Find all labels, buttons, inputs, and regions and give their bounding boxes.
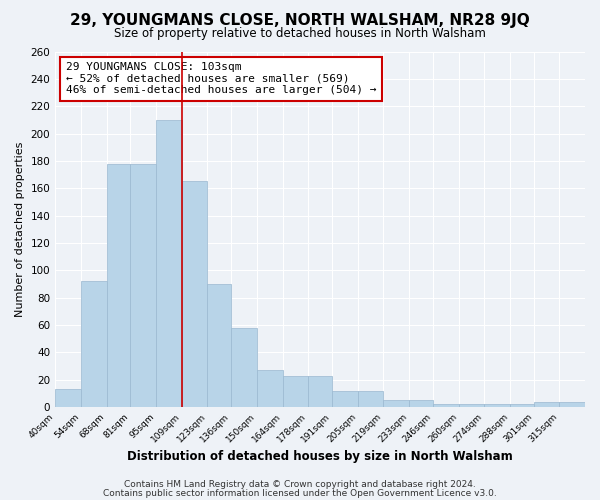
Bar [182, 182, 208, 407]
Bar [332, 390, 358, 407]
Text: Contains HM Land Registry data © Crown copyright and database right 2024.: Contains HM Land Registry data © Crown c… [124, 480, 476, 489]
Bar [559, 402, 585, 407]
Text: Size of property relative to detached houses in North Walsham: Size of property relative to detached ho… [114, 28, 486, 40]
Text: 29, YOUNGMANS CLOSE, NORTH WALSHAM, NR28 9JQ: 29, YOUNGMANS CLOSE, NORTH WALSHAM, NR28… [70, 12, 530, 28]
Bar [231, 328, 257, 407]
Bar [208, 284, 231, 407]
Text: 29 YOUNGMANS CLOSE: 103sqm
← 52% of detached houses are smaller (569)
46% of sem: 29 YOUNGMANS CLOSE: 103sqm ← 52% of deta… [66, 62, 376, 96]
Bar [81, 281, 107, 407]
Bar [433, 404, 458, 407]
Bar [308, 376, 332, 407]
Bar [130, 164, 156, 407]
Bar [510, 404, 533, 407]
X-axis label: Distribution of detached houses by size in North Walsham: Distribution of detached houses by size … [127, 450, 513, 462]
Y-axis label: Number of detached properties: Number of detached properties [15, 142, 25, 317]
Bar [458, 404, 484, 407]
Bar [283, 376, 308, 407]
Bar [55, 389, 81, 407]
Bar [533, 402, 559, 407]
Bar [156, 120, 182, 407]
Bar [358, 390, 383, 407]
Bar [409, 400, 433, 407]
Bar [484, 404, 510, 407]
Text: Contains public sector information licensed under the Open Government Licence v3: Contains public sector information licen… [103, 488, 497, 498]
Bar [257, 370, 283, 407]
Bar [383, 400, 409, 407]
Bar [107, 164, 130, 407]
